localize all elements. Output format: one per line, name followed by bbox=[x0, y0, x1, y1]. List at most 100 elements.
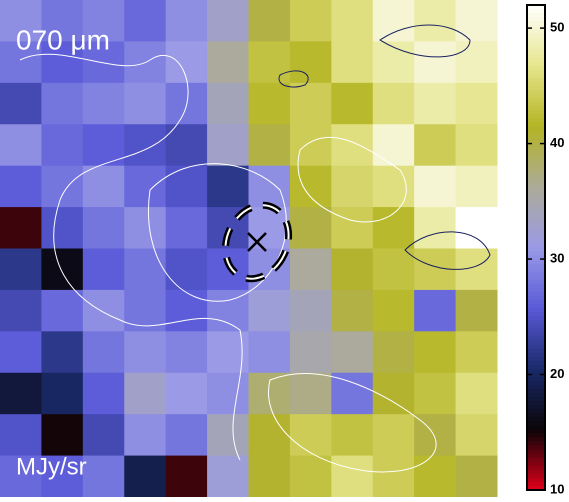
cell bbox=[207, 331, 249, 374]
cell bbox=[414, 207, 457, 249]
colorbar-band bbox=[527, 158, 545, 164]
colorbar-band bbox=[527, 308, 545, 313]
cell bbox=[82, 289, 125, 332]
cell bbox=[0, 82, 42, 125]
contour-line bbox=[278, 70, 309, 88]
cell bbox=[82, 41, 125, 84]
cell bbox=[372, 372, 415, 415]
cell bbox=[124, 124, 167, 167]
colorbar-band bbox=[527, 469, 545, 475]
heatmap bbox=[0, 0, 498, 498]
cell bbox=[82, 455, 125, 498]
colorbar-band bbox=[527, 77, 545, 83]
colorbar-band bbox=[527, 235, 545, 241]
colorbar-band bbox=[527, 170, 545, 176]
cell bbox=[455, 414, 498, 457]
colorbar-band bbox=[527, 433, 545, 439]
cell bbox=[248, 372, 291, 415]
cell bbox=[165, 124, 208, 167]
cell bbox=[331, 414, 374, 457]
colorbar-band bbox=[527, 85, 545, 91]
colorbar-band bbox=[527, 316, 545, 321]
colorbar-band bbox=[527, 219, 545, 224]
colorbar-band bbox=[527, 263, 545, 269]
colorbar-band bbox=[527, 481, 545, 487]
cell bbox=[414, 41, 457, 84]
cell bbox=[372, 289, 415, 332]
cell bbox=[414, 455, 457, 498]
colorbar-band bbox=[527, 473, 545, 479]
colorbar-band bbox=[527, 207, 545, 212]
colorbar-band bbox=[527, 352, 545, 358]
colorbar-band bbox=[527, 441, 545, 447]
cell bbox=[414, 372, 457, 415]
colorbar-band bbox=[527, 255, 545, 261]
cell bbox=[0, 207, 42, 249]
cell bbox=[124, 455, 167, 498]
cell bbox=[289, 414, 332, 457]
unit-label: MJy/sr bbox=[16, 453, 87, 480]
colorbar-band bbox=[527, 332, 545, 338]
colorbar-band bbox=[527, 49, 545, 55]
colorbar-band bbox=[527, 271, 545, 277]
cell bbox=[124, 165, 167, 208]
colorbar-band bbox=[527, 320, 545, 325]
cell bbox=[165, 207, 208, 249]
colorbar-band bbox=[527, 110, 545, 115]
colorbar-band bbox=[527, 57, 545, 63]
colorbar-band bbox=[527, 93, 545, 99]
cell bbox=[248, 289, 291, 332]
cell bbox=[289, 124, 332, 167]
cell bbox=[414, 0, 457, 42]
cell bbox=[207, 372, 249, 415]
colorbar-band bbox=[527, 118, 545, 123]
colorbar-band bbox=[527, 300, 545, 305]
colorbar-band bbox=[527, 356, 545, 362]
colorbar-band bbox=[527, 247, 545, 253]
colorbar-band bbox=[527, 413, 545, 418]
colorbar-band bbox=[527, 166, 545, 172]
cell bbox=[372, 41, 415, 84]
cell bbox=[248, 414, 291, 457]
colorbar-band bbox=[527, 37, 545, 42]
cell bbox=[289, 41, 332, 84]
colorbar-band bbox=[527, 449, 545, 455]
cell bbox=[207, 82, 249, 125]
cell bbox=[165, 165, 208, 208]
cell bbox=[414, 289, 457, 332]
colorbar-band bbox=[527, 461, 545, 467]
cell bbox=[207, 0, 249, 42]
colorbar-band bbox=[527, 186, 545, 192]
cell bbox=[82, 248, 125, 291]
colorbar-band bbox=[527, 437, 545, 443]
cell bbox=[165, 372, 208, 415]
colorbar-band bbox=[527, 17, 545, 22]
cell bbox=[82, 82, 125, 125]
cell bbox=[82, 124, 125, 167]
cell bbox=[455, 165, 498, 208]
colorbar-band bbox=[527, 409, 545, 414]
colorbar-band bbox=[527, 13, 545, 18]
cell bbox=[82, 414, 125, 457]
colorbar-band bbox=[527, 312, 545, 317]
beam-ellipse bbox=[224, 204, 290, 280]
cell bbox=[165, 414, 208, 457]
colorbar-band bbox=[527, 275, 545, 281]
cell bbox=[331, 41, 374, 84]
cell bbox=[41, 331, 84, 374]
colorbar-tick-label: 20 bbox=[550, 366, 564, 381]
colorbar-band bbox=[527, 21, 545, 26]
cell bbox=[0, 289, 42, 332]
cell bbox=[455, 289, 498, 332]
cell bbox=[248, 124, 291, 167]
colorbar-band bbox=[527, 5, 545, 10]
colorbar-band bbox=[527, 376, 545, 382]
colorbar-band bbox=[527, 401, 545, 406]
cell bbox=[124, 207, 167, 249]
contour-line bbox=[297, 136, 407, 223]
colorbar-band bbox=[527, 397, 545, 402]
contours bbox=[19, 24, 491, 473]
colorbar-band bbox=[527, 251, 545, 257]
cell bbox=[41, 124, 84, 167]
